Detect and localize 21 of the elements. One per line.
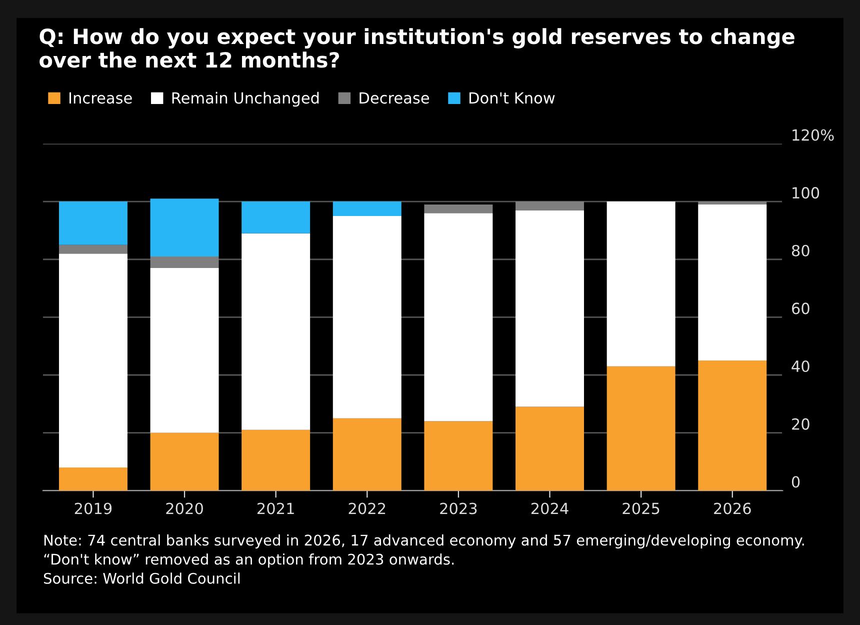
x-tick-label: 2023 — [440, 502, 477, 514]
y-tick-label: 100 — [792, 187, 820, 199]
x-tick-label: 2021 — [258, 502, 294, 514]
chart-title: Q: How do you expect your institution's gold reserves to change over the next 12 months? — [40, 28, 794, 68]
legend-label: Increase — [70, 92, 132, 104]
x-tick-label: 2024 — [531, 502, 568, 514]
x-tick-label: 2022 — [348, 502, 386, 514]
y-tick-label: 80 — [792, 244, 810, 256]
text: Note: 74 central banks surveyed in 2026, 17 advanced economy and 57 emerging/developing economy. “Don't know” removed as an option from 2023 onwards. Source: World Gold Council — [44, 534, 804, 584]
legend-label: Remain Unchanged — [172, 92, 319, 107]
x-tick-label: 2020 — [166, 502, 203, 514]
x-tick-label: 2019 — [74, 502, 112, 514]
legend-label: Don't Know — [470, 92, 555, 104]
y-tick-label: 40 — [792, 360, 810, 372]
y-tick-label: 0 — [792, 476, 800, 488]
y-tick-label: 120% — [792, 129, 834, 141]
y-tick-label: 60 — [792, 302, 810, 314]
x-tick-label: 2026 — [714, 502, 751, 514]
legend-label: Decrease — [360, 92, 429, 104]
x-tick-label: 2025 — [622, 502, 660, 514]
y-tick-label: 20 — [792, 418, 810, 430]
